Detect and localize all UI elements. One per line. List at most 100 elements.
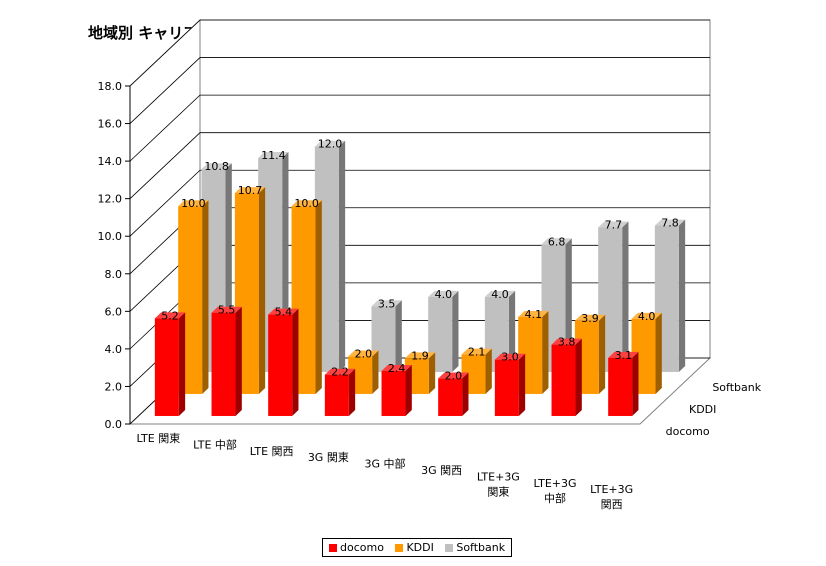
legend-swatch-docomo: [329, 544, 337, 552]
bar-top-softbank: [371, 300, 402, 307]
bar-top-docomo: [324, 368, 356, 375]
x-category-label: LTE 中部: [193, 437, 237, 451]
bar-side-docomo: [405, 364, 412, 416]
bar-side-kddi: [258, 187, 266, 394]
y-tick-label: 2.0: [105, 380, 123, 393]
bar-side-docomo: [348, 368, 356, 416]
y-tick-label: 10.0: [98, 230, 123, 243]
bar-side-softbank: [395, 300, 402, 372]
bar-top-softbank: [428, 290, 459, 297]
bar-side-docomo: [518, 353, 526, 416]
bar-side-kddi: [485, 348, 492, 394]
bar-docomo: [608, 357, 633, 416]
data-label: 3.8: [558, 336, 576, 349]
bar-top-docomo: [211, 306, 242, 313]
legend-swatch-kddi: [395, 544, 404, 552]
x-category-label: LTE+3G: [477, 470, 520, 483]
bar-side-docomo: [462, 372, 469, 416]
depth-axis-label: KDDI: [689, 403, 716, 416]
data-label: 10.7: [238, 184, 263, 197]
bar-docomo: [154, 318, 179, 416]
data-label: 6.8: [548, 235, 566, 248]
x-category-label: 関東: [487, 485, 509, 498]
bar-side-kddi: [542, 311, 549, 394]
bar-top-softbank: [654, 219, 686, 226]
legend-label-kddi: KDDI: [406, 541, 434, 554]
y-tick-label: 4.0: [105, 343, 123, 356]
bar-side-kddi: [655, 312, 662, 394]
x-category-label: 関西: [601, 498, 623, 511]
bar-top-softbank: [484, 290, 516, 297]
y-tick-label: 0.0: [105, 418, 123, 431]
bar-docomo: [211, 312, 236, 416]
data-label: 2.1: [468, 346, 486, 359]
bar-top-kddi: [461, 348, 492, 355]
y-tick-label: 14.0: [98, 155, 123, 168]
bar-top-kddi: [291, 200, 322, 207]
legend-swatch-softbank: [445, 544, 454, 552]
legend-label-docomo: docomo: [340, 541, 384, 554]
data-label: 4.0: [491, 288, 509, 301]
data-label: 3.0: [501, 351, 519, 364]
bar-top-softbank: [258, 151, 289, 158]
bar-top-kddi: [631, 312, 662, 319]
data-label: 2.2: [331, 366, 349, 379]
bar-top-kddi: [518, 311, 549, 317]
data-label: 4.0: [435, 288, 453, 301]
data-label: 4.0: [638, 310, 656, 323]
y-tick-label: 6.0: [105, 305, 123, 318]
legend-item-softbank: Softbank: [445, 541, 505, 554]
data-label: 4.1: [525, 308, 543, 321]
data-label: 10.8: [204, 160, 229, 173]
y-tick-label: 8.0: [105, 268, 123, 281]
bar-side-softbank: [565, 238, 572, 372]
data-label: 7.8: [661, 217, 679, 230]
data-label: 11.4: [261, 149, 286, 162]
x-category-label: LTE+3G: [590, 483, 633, 496]
data-label: 2.0: [445, 369, 463, 382]
bar-top-softbank: [541, 238, 572, 245]
bar-top-docomo: [438, 372, 469, 379]
bar-docomo: [551, 344, 576, 416]
bar-top-kddi: [404, 352, 436, 359]
bar-side-softbank: [622, 221, 629, 372]
bar-side-softbank: [678, 219, 686, 372]
legend: docomo KDDI Softbank: [322, 538, 513, 557]
bar-top-docomo: [608, 351, 639, 358]
bar-docomo: [324, 374, 349, 416]
depth-axis-label: Softbank: [712, 381, 761, 394]
bar-top-softbank: [201, 163, 232, 170]
gridline: [129, 169, 710, 237]
bar-side-kddi: [428, 352, 436, 394]
bar-docomo: [438, 378, 463, 416]
legend-label-softbank: Softbank: [456, 541, 506, 554]
legend-item-kddi: KDDI: [395, 541, 434, 554]
gridline: [129, 94, 710, 162]
y-tick-label: 16.0: [98, 118, 123, 131]
bar-side-softbank: [338, 140, 346, 372]
data-label: 5.5: [218, 304, 236, 317]
bar-side-softbank: [508, 290, 516, 372]
data-label: 7.7: [605, 218, 623, 231]
depth-axis-label: docomo: [666, 425, 710, 438]
bar-top-softbank: [314, 140, 346, 147]
x-category-label: LTE 関東: [136, 432, 180, 445]
x-category-label: 中部: [544, 491, 566, 505]
bar-top-docomo: [551, 338, 582, 345]
bar-top-kddi: [574, 314, 606, 321]
gridline: [129, 57, 710, 124]
data-label: 5.2: [161, 309, 179, 322]
x-category-label: 3G 関東: [308, 451, 349, 464]
bar-top-kddi: [178, 200, 209, 207]
bar-docomo: [381, 370, 406, 416]
data-label: 12.0: [318, 138, 343, 151]
data-label: 1.9: [411, 349, 429, 362]
y-tick-label: 18.0: [98, 80, 123, 93]
bar-top-docomo: [494, 353, 526, 360]
x-category-label: LTE+3G: [533, 477, 576, 490]
bar-side-docomo: [632, 351, 639, 416]
bar-docomo: [268, 314, 293, 416]
bar-top-kddi: [234, 187, 266, 194]
bar-side-docomo: [178, 312, 186, 416]
